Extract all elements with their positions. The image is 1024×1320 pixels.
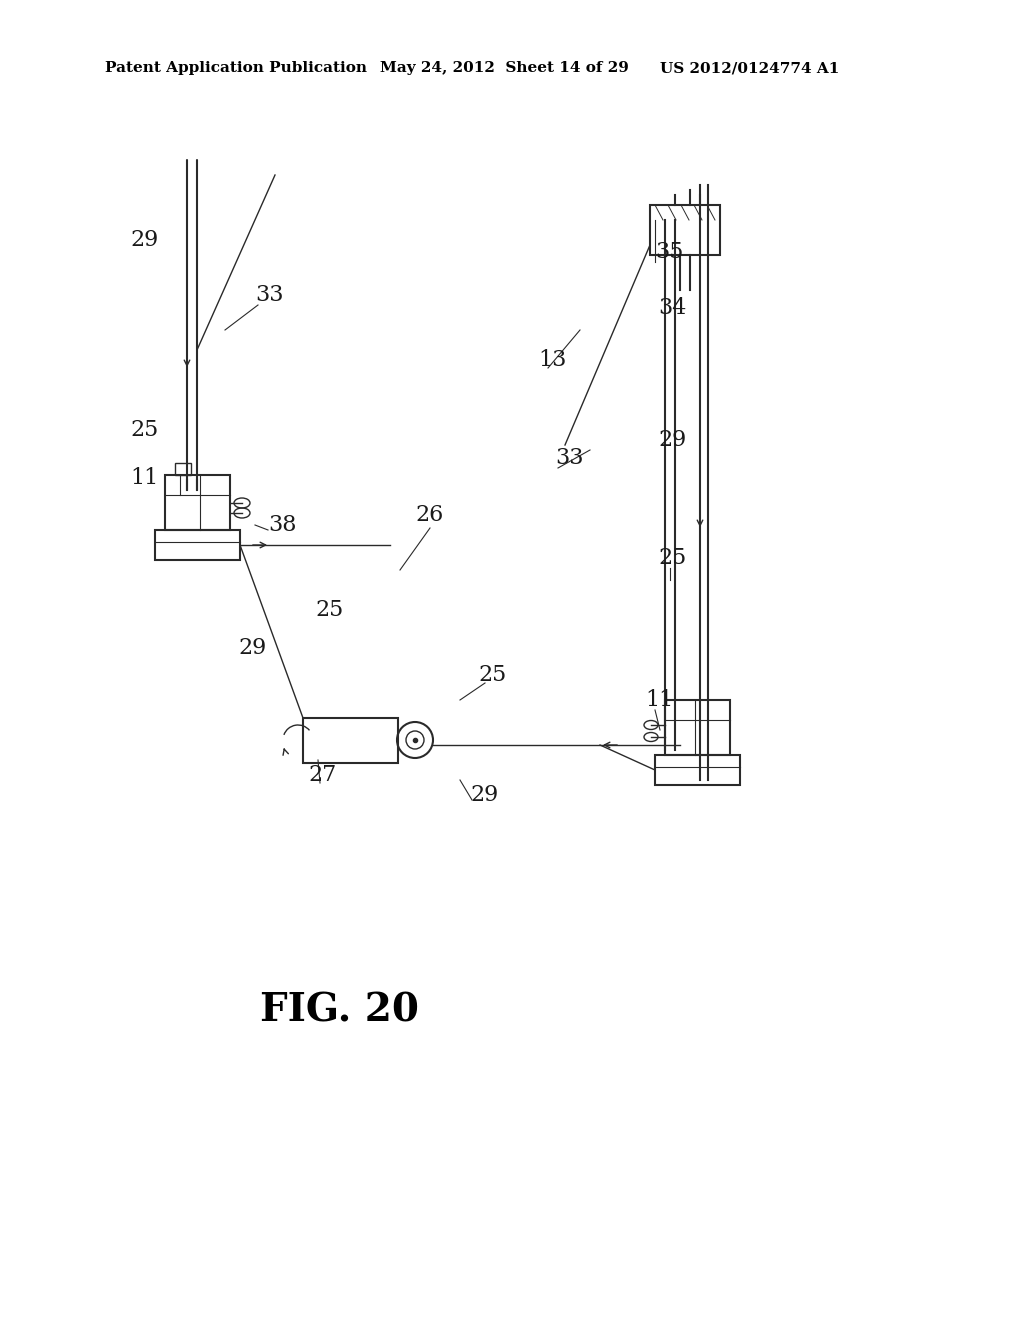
Text: 33: 33: [555, 447, 584, 469]
Bar: [155, 531, 240, 560]
Text: 34: 34: [658, 297, 686, 319]
Text: 29: 29: [658, 429, 686, 451]
Text: 29: 29: [470, 784, 499, 807]
Bar: [650, 205, 720, 255]
Text: 25: 25: [478, 664, 506, 686]
Text: 33: 33: [255, 284, 284, 306]
Bar: [665, 700, 730, 755]
Text: 29: 29: [238, 638, 266, 659]
Text: 13: 13: [538, 348, 566, 371]
Text: May 24, 2012  Sheet 14 of 29: May 24, 2012 Sheet 14 of 29: [380, 61, 629, 75]
Text: 25: 25: [130, 418, 159, 441]
Bar: [175, 463, 191, 475]
Text: 26: 26: [415, 504, 443, 525]
Text: 25: 25: [658, 546, 686, 569]
Text: 27: 27: [308, 764, 336, 785]
Text: US 2012/0124774 A1: US 2012/0124774 A1: [660, 61, 840, 75]
Text: 35: 35: [655, 242, 683, 263]
Bar: [165, 475, 230, 531]
Text: FIG. 20: FIG. 20: [260, 991, 420, 1030]
Bar: [303, 718, 398, 763]
Text: 38: 38: [268, 513, 297, 536]
Text: Patent Application Publication: Patent Application Publication: [105, 61, 367, 75]
Bar: [655, 755, 740, 785]
Text: 29: 29: [130, 228, 159, 251]
Text: 11: 11: [645, 689, 673, 711]
Text: 25: 25: [315, 599, 343, 620]
Text: 11: 11: [130, 467, 159, 488]
